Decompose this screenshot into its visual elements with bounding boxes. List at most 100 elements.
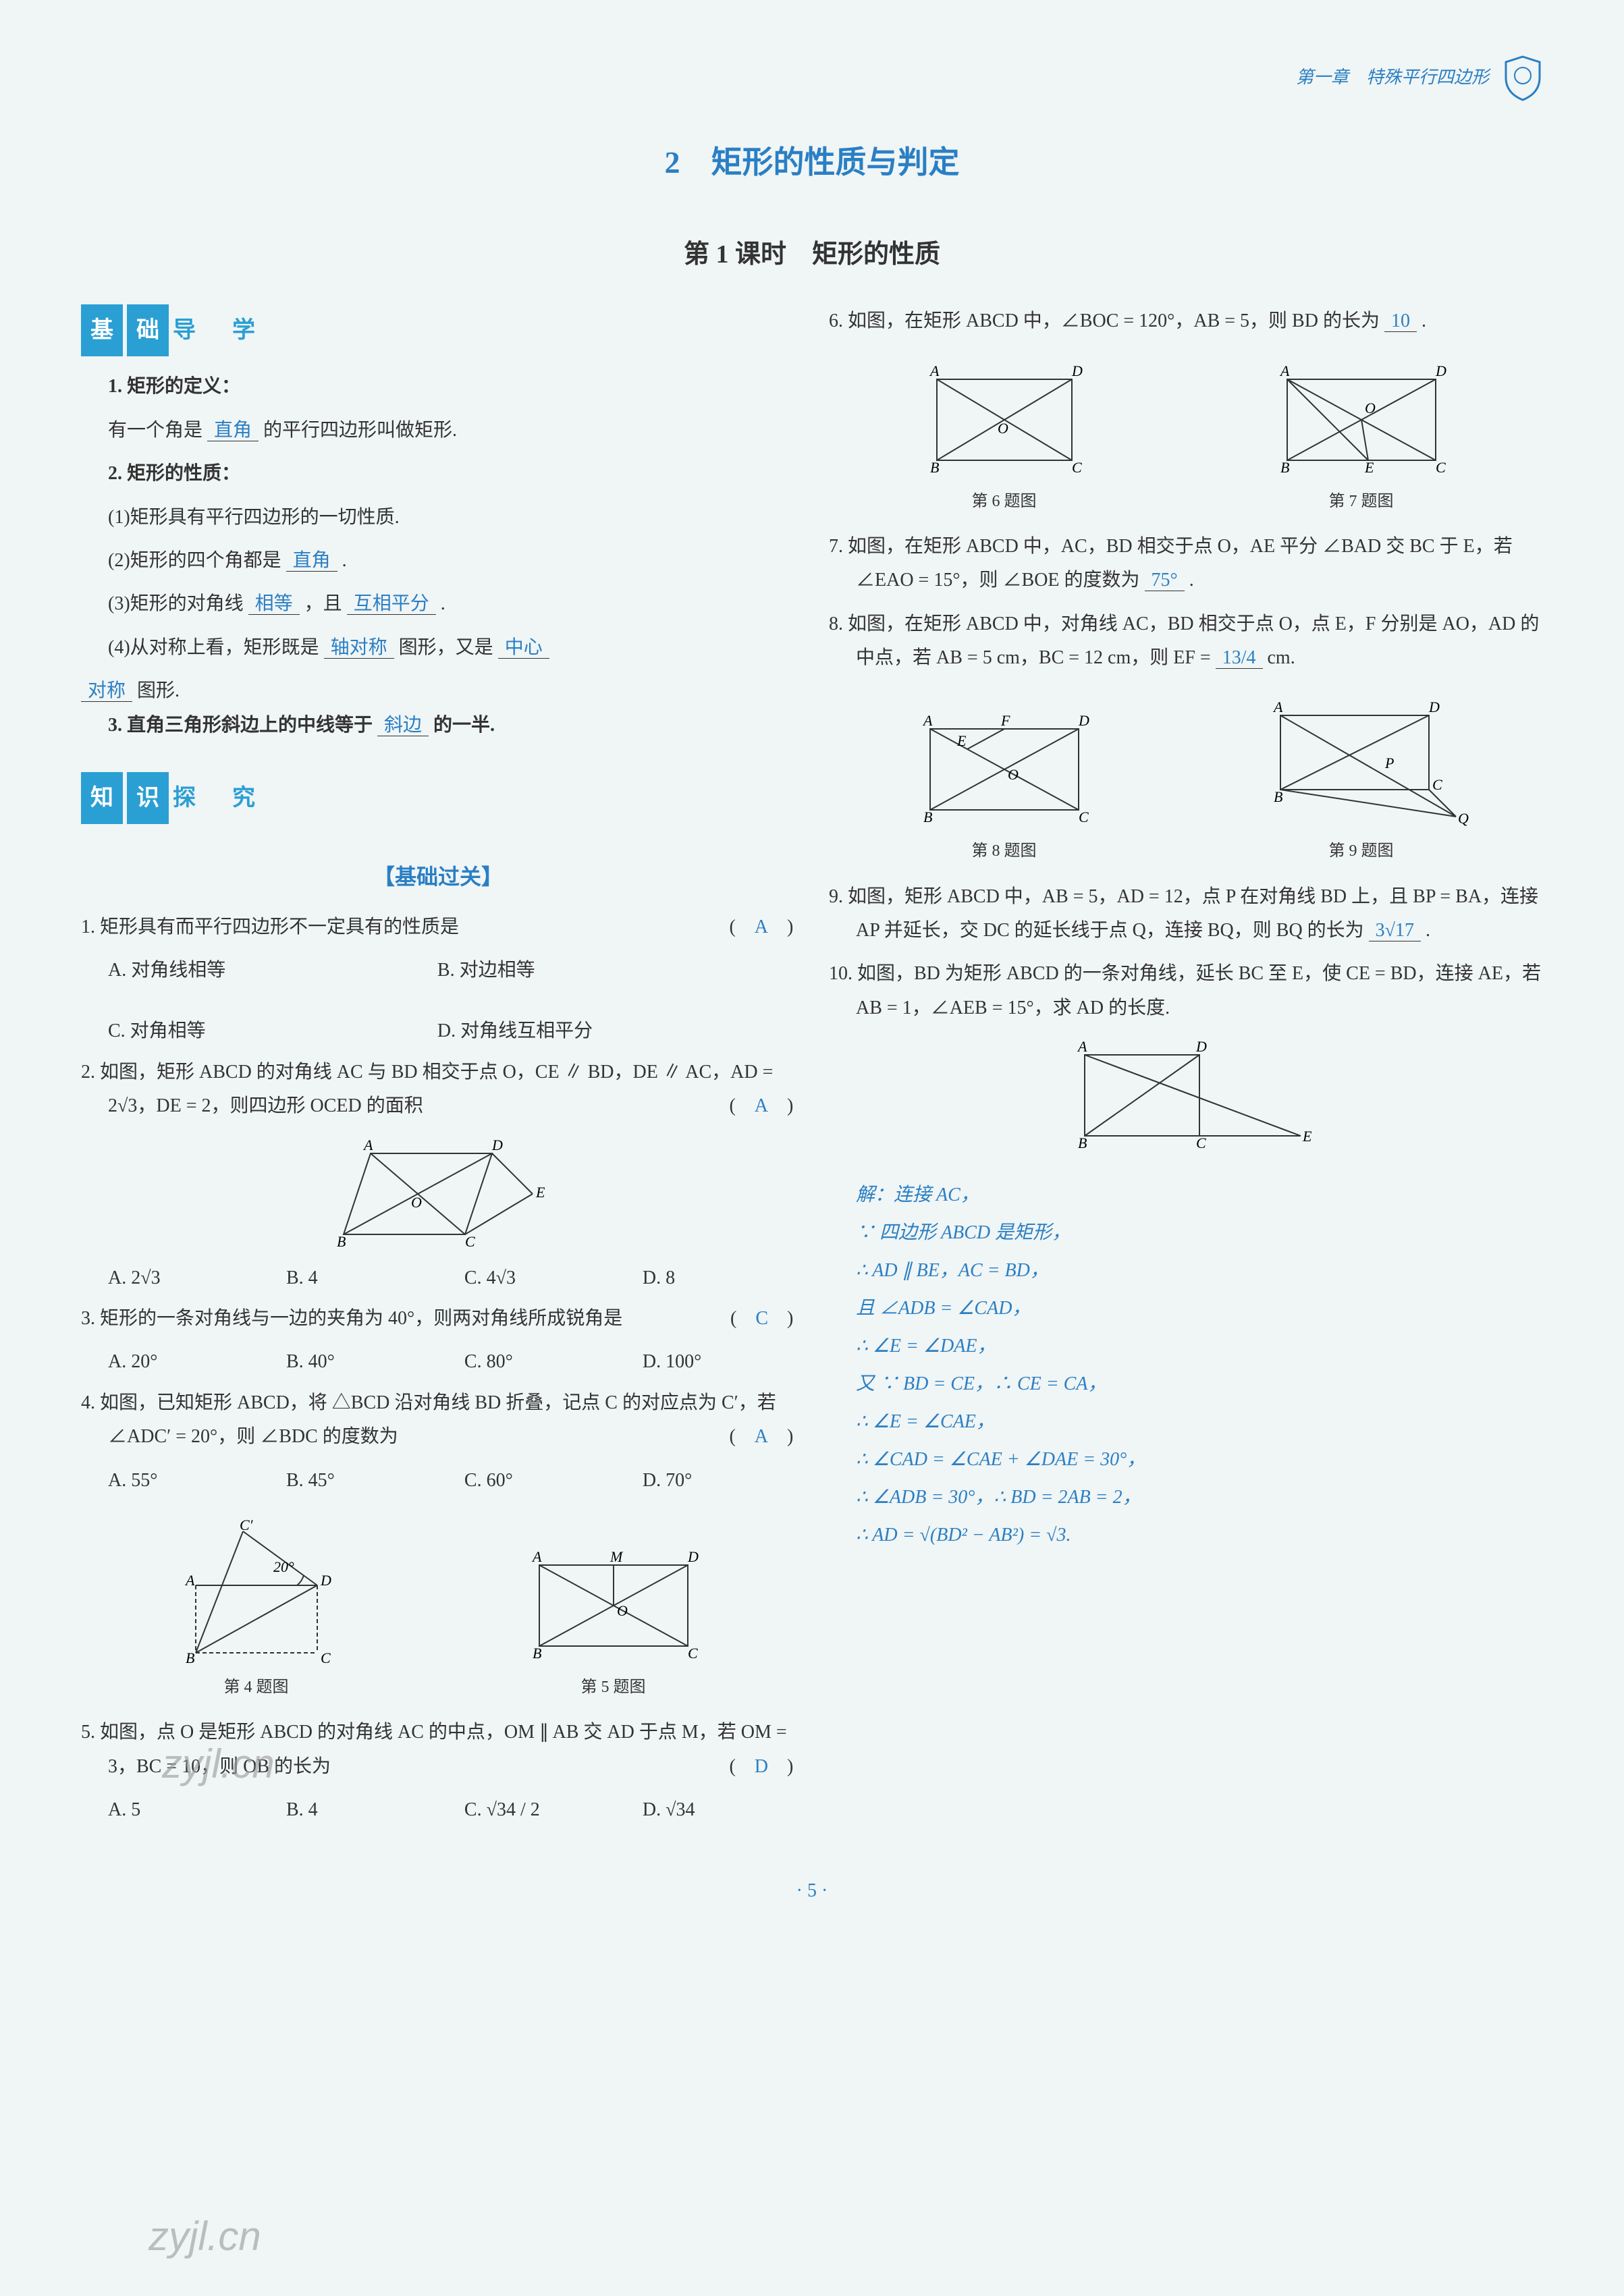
question-6: 6. 如图，在矩形 ABCD 中，∠BOC = 120°，AB = 5，则 BD… bbox=[829, 304, 1543, 338]
answer: C bbox=[755, 1308, 768, 1329]
choice-b: B. 40° bbox=[286, 1345, 437, 1379]
solution-line: ∴ AD ∥ BE，AC = BD， bbox=[856, 1252, 1543, 1290]
choice-c: C. 80° bbox=[464, 1345, 616, 1379]
fill-blank: 13/4 bbox=[1216, 647, 1263, 669]
caption-4: 第 4 题图 bbox=[162, 1673, 351, 1702]
basics-2-3: (3)矩形的对角线 相等 ，且 互相平分 . bbox=[81, 587, 795, 621]
choice-a: A. 55° bbox=[108, 1464, 259, 1498]
text: 的一半. bbox=[433, 715, 495, 736]
question-9: 9. 如图，矩形 ABCD 中，AB = 5，AD = 12，点 P 在对角线 … bbox=[829, 880, 1543, 948]
svg-text:D: D bbox=[1428, 699, 1440, 715]
text: 的平行四边形叫做矩形. bbox=[263, 420, 457, 441]
svg-text:Q: Q bbox=[1458, 810, 1469, 827]
section-basics-badge: 基 础 导 学 bbox=[81, 304, 262, 356]
badge-rest: 探 究 bbox=[173, 777, 262, 819]
answer-paren: ( A ) bbox=[756, 1089, 795, 1123]
svg-text:A: A bbox=[1077, 1038, 1087, 1055]
text: (4)从对称上看，矩形既是 bbox=[108, 637, 319, 658]
choice-b: B. 4 bbox=[286, 1793, 437, 1827]
center-label: 【基础过关】 bbox=[81, 858, 795, 897]
choice-d: D. 对角线互相平分 bbox=[437, 1014, 740, 1048]
svg-text:E: E bbox=[1364, 459, 1374, 476]
basics-3: 3. 直角三角形斜边上的中线等于 斜边 的一半. bbox=[81, 709, 795, 742]
question-text: 5. 如图，点 O 是矩形 ABCD 的对角线 AC 的中点，OM ∥ AB 交… bbox=[81, 1722, 787, 1776]
svg-text:A: A bbox=[929, 362, 940, 379]
fill-blank: 相等 bbox=[248, 593, 300, 615]
svg-text:O: O bbox=[998, 420, 1008, 437]
svg-text:B: B bbox=[923, 809, 932, 825]
caption-5: 第 5 题图 bbox=[512, 1673, 715, 1702]
svg-text:E: E bbox=[956, 732, 967, 749]
svg-text:D: D bbox=[687, 1548, 699, 1565]
choice-d: D. 70° bbox=[643, 1464, 794, 1498]
figure-q5: AMD BCO bbox=[512, 1545, 715, 1666]
solution-line: 又 ∵ BD = CE，∴ CE = CA， bbox=[856, 1365, 1543, 1403]
badge-char: 基 bbox=[81, 304, 123, 356]
text: . bbox=[1422, 310, 1426, 331]
text: 有一个角是 bbox=[108, 420, 202, 441]
svg-text:D: D bbox=[1071, 362, 1083, 379]
caption-8: 第 8 题图 bbox=[903, 837, 1106, 866]
question-10: 10. 如图，BD 为矩形 ABCD 的一条对角线，延长 BC 至 E，使 CE… bbox=[829, 957, 1543, 1025]
sub-title: 第 1 课时 矩形的性质 bbox=[81, 231, 1543, 277]
fill-blank: 直角 bbox=[286, 550, 337, 572]
svg-text:E: E bbox=[1302, 1128, 1312, 1145]
basics-1: 有一个角是 直角 的平行四边形叫做矩形. bbox=[81, 414, 795, 447]
svg-text:C: C bbox=[688, 1645, 698, 1662]
figure-q4: C′A DB C20° bbox=[162, 1518, 351, 1666]
svg-text:B: B bbox=[337, 1233, 346, 1250]
choice-b: B. 45° bbox=[286, 1464, 437, 1498]
svg-text:A: A bbox=[184, 1572, 195, 1589]
answer-paren: ( D ) bbox=[756, 1750, 795, 1784]
choices-3: A. 20° B. 40° C. 80° D. 100° bbox=[81, 1345, 795, 1379]
svg-text:B: B bbox=[930, 459, 939, 476]
question-2: 2. 如图，矩形 ABCD 的对角线 AC 与 BD 相交于点 O，CE ∥ B… bbox=[81, 1056, 795, 1124]
svg-text:C: C bbox=[1079, 809, 1089, 825]
badge-char: 识 bbox=[127, 772, 169, 824]
svg-text:A: A bbox=[1279, 362, 1290, 379]
fill-blank: 互相平分 bbox=[347, 593, 436, 615]
svg-text:O: O bbox=[617, 1602, 628, 1619]
svg-text:B: B bbox=[533, 1645, 541, 1662]
badge-char: 础 bbox=[127, 304, 169, 356]
question-4: 4. 如图，已知矩形 ABCD，将 △BCD 沿对角线 BD 折叠，记点 C 的… bbox=[81, 1386, 795, 1454]
figure-q10: AD BCE bbox=[1044, 1035, 1328, 1170]
choice-b: B. 对边相等 bbox=[437, 954, 740, 987]
choice-c: C. 对角相等 bbox=[108, 1014, 410, 1048]
question-text: 4. 如图，已知矩形 ABCD，将 △BCD 沿对角线 BD 折叠，记点 C 的… bbox=[81, 1392, 776, 1447]
choice-a: A. 2√3 bbox=[108, 1261, 259, 1295]
svg-text:M: M bbox=[610, 1548, 624, 1565]
solution-line: ∵ 四边形 ABCD 是矩形， bbox=[856, 1214, 1543, 1252]
basics-2-4-cont: 对称 图形. bbox=[81, 674, 795, 708]
basics-2-4: (4)从对称上看，矩形既是 轴对称 图形，又是 中心 bbox=[81, 631, 795, 665]
fill-blank: 3√17 bbox=[1369, 920, 1421, 941]
question-text: 3. 矩形的一条对角线与一边的夹角为 40°，则两对角线所成锐角是 bbox=[81, 1308, 622, 1329]
svg-text:C: C bbox=[465, 1233, 475, 1250]
basics-1-label: 1. 矩形的定义： bbox=[81, 370, 795, 404]
fill-blank: 斜边 bbox=[377, 715, 429, 736]
choices-4: A. 55° B. 45° C. 60° D. 70° bbox=[81, 1464, 795, 1498]
question-5: 5. 如图，点 O 是矩形 ABCD 的对角线 AC 的中点，OM ∥ AB 交… bbox=[81, 1716, 795, 1784]
text: 图形，又是 bbox=[399, 637, 493, 658]
page-header: 第一章 特殊平行四边形 bbox=[81, 54, 1543, 101]
basics-2-2: (2)矩形的四个角都是 直角 . bbox=[81, 544, 795, 578]
answer-paren: ( A ) bbox=[756, 1420, 795, 1454]
figure-row-8-9: AFD EO BC 第 8 题图 bbox=[829, 688, 1543, 866]
svg-text:A: A bbox=[922, 712, 933, 729]
choice-d: D. 100° bbox=[643, 1345, 794, 1379]
left-column: 基 础 导 学 1. 矩形的定义： 有一个角是 直角 的平行四边形叫做矩形. 2… bbox=[81, 304, 795, 1834]
text: . bbox=[1189, 570, 1194, 591]
svg-text:D: D bbox=[1195, 1038, 1207, 1055]
caption-9: 第 9 题图 bbox=[1253, 837, 1469, 866]
question-3: 3. 矩形的一条对角线与一边的夹角为 40°，则两对角线所成锐角是 ( C ) bbox=[81, 1302, 795, 1336]
choice-b: B. 4 bbox=[286, 1261, 437, 1295]
question-text: 2. 如图，矩形 ABCD 的对角线 AC 与 BD 相交于点 O，CE ∥ B… bbox=[81, 1062, 773, 1116]
question-1: 1. 矩形具有而平行四边形不一定具有的性质是 ( A ) bbox=[81, 910, 795, 944]
figure-q8: AFD EO BC bbox=[903, 709, 1106, 830]
fill-blank: 轴对称 bbox=[324, 637, 394, 659]
answer: A bbox=[755, 917, 768, 937]
question-8: 8. 如图，在矩形 ABCD 中，对角线 AC，BD 相交于点 O，点 E，F … bbox=[829, 607, 1543, 676]
fill-blank: 直角 bbox=[207, 420, 259, 441]
figure-q6: AD BCO bbox=[910, 359, 1099, 481]
figure-row-4-5: C′A DB C20° 第 4 题图 A M D B C O bbox=[81, 1511, 795, 1702]
